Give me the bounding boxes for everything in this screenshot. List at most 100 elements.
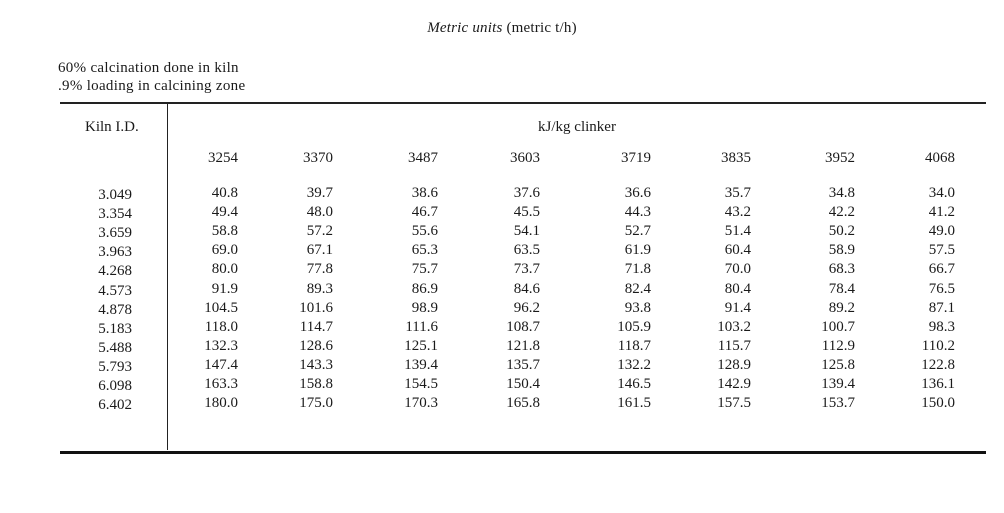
- table-cell: 51.4: [724, 223, 751, 239]
- table-cell: 66.7: [928, 261, 955, 277]
- table-cell: 139.4: [404, 357, 438, 373]
- table-cell: 49.4: [211, 204, 238, 220]
- table-cell: 150.4: [506, 376, 540, 392]
- table-cell: 128.9: [717, 357, 751, 373]
- row-label: 4.573: [98, 283, 132, 299]
- table-cell: 61.9: [624, 242, 651, 258]
- table-cell: 76.5: [928, 281, 955, 297]
- table-cell: 60.4: [724, 242, 751, 258]
- table-cell: 57.2: [306, 223, 333, 239]
- note-calcination: 60% calcination done in kiln: [58, 60, 239, 76]
- table-cell: 158.8: [299, 376, 333, 392]
- table-cell: 104.5: [204, 300, 238, 316]
- table-cell: 48.0: [306, 204, 333, 220]
- table-cell: 93.8: [624, 300, 651, 316]
- table-cell: 98.9: [411, 300, 438, 316]
- column-header: 3487: [408, 150, 438, 166]
- table-cell: 163.3: [204, 376, 238, 392]
- table-top-rule: [60, 102, 986, 104]
- table-cell: 75.7: [411, 261, 438, 277]
- table-cell: 43.2: [724, 204, 751, 220]
- row-label: 3.659: [98, 225, 132, 241]
- stub-divider: [167, 104, 168, 450]
- table-cell: 91.9: [211, 281, 238, 297]
- row-label: 6.098: [98, 378, 132, 394]
- row-label: 3.049: [98, 187, 132, 203]
- table-cell: 111.6: [405, 319, 438, 335]
- table-cell: 44.3: [624, 204, 651, 220]
- table-cell: 165.8: [506, 395, 540, 411]
- table-cell: 82.4: [624, 281, 651, 297]
- table-cell: 45.5: [513, 204, 540, 220]
- table-cell: 180.0: [204, 395, 238, 411]
- table-cell: 150.0: [921, 395, 955, 411]
- table-cell: 139.4: [821, 376, 855, 392]
- title-units: (metric t/h): [506, 20, 577, 36]
- column-group-header: kJ/kg clinker: [538, 119, 616, 135]
- table-cell: 58.9: [828, 242, 855, 258]
- row-label: 3.963: [98, 244, 132, 260]
- table-cell: 153.7: [821, 395, 855, 411]
- column-header: 4068: [925, 150, 955, 166]
- table-cell: 54.1: [513, 223, 540, 239]
- table-cell: 112.9: [821, 338, 855, 354]
- table-cell: 175.0: [299, 395, 333, 411]
- row-label: 4.268: [98, 263, 132, 279]
- page-title: Metric units (metric t/h): [0, 20, 1004, 37]
- table-cell: 69.0: [211, 242, 238, 258]
- table-cell: 35.7: [724, 185, 751, 201]
- table-cell: 89.3: [306, 281, 333, 297]
- table-cell: 101.6: [299, 300, 333, 316]
- row-label: 5.183: [98, 321, 132, 337]
- table-cell: 89.2: [828, 300, 855, 316]
- table-cell: 63.5: [513, 242, 540, 258]
- column-header: 3952: [825, 150, 855, 166]
- table-cell: 147.4: [204, 357, 238, 373]
- column-header: 3719: [621, 150, 651, 166]
- table-cell: 114.7: [299, 319, 333, 335]
- table-cell: 142.9: [717, 376, 751, 392]
- table-cell: 65.3: [411, 242, 438, 258]
- table-cell: 34.8: [828, 185, 855, 201]
- row-label: 6.402: [98, 397, 132, 413]
- table-cell: 42.2: [828, 204, 855, 220]
- column-header: 3835: [721, 150, 751, 166]
- column-header: 3254: [208, 150, 238, 166]
- column-header: 3603: [510, 150, 540, 166]
- table-cell: 110.2: [921, 338, 955, 354]
- table-cell: 46.7: [411, 204, 438, 220]
- table-cell: 87.1: [928, 300, 955, 316]
- table-cell: 98.3: [928, 319, 955, 335]
- table-cell: 100.7: [821, 319, 855, 335]
- table-cell: 125.8: [821, 357, 855, 373]
- table-cell: 143.3: [299, 357, 333, 373]
- table-cell: 70.0: [724, 261, 751, 277]
- table-cell: 122.8: [921, 357, 955, 373]
- table-cell: 68.3: [828, 261, 855, 277]
- table-cell: 136.1: [921, 376, 955, 392]
- table-cell: 41.2: [928, 204, 955, 220]
- table-cell: 37.6: [513, 185, 540, 201]
- note-loading: .9% loading in calcining zone: [58, 78, 246, 94]
- table-cell: 105.9: [617, 319, 651, 335]
- table-cell: 86.9: [411, 281, 438, 297]
- table-cell: 125.1: [404, 338, 438, 354]
- column-header: 3370: [303, 150, 333, 166]
- table-cell: 157.5: [717, 395, 751, 411]
- table-cell: 132.3: [204, 338, 238, 354]
- table-cell: 67.1: [306, 242, 333, 258]
- table-cell: 115.7: [717, 338, 751, 354]
- table-cell: 50.2: [828, 223, 855, 239]
- table-bottom-rule: [60, 451, 986, 454]
- title-italic: Metric units: [427, 20, 503, 36]
- table-cell: 118.0: [204, 319, 238, 335]
- table-cell: 39.7: [306, 185, 333, 201]
- table-cell: 80.0: [211, 261, 238, 277]
- table-cell: 49.0: [928, 223, 955, 239]
- table-cell: 84.6: [513, 281, 540, 297]
- table-cell: 103.2: [717, 319, 751, 335]
- table-cell: 128.6: [299, 338, 333, 354]
- row-label: 5.793: [98, 359, 132, 375]
- table-cell: 154.5: [404, 376, 438, 392]
- table-cell: 170.3: [404, 395, 438, 411]
